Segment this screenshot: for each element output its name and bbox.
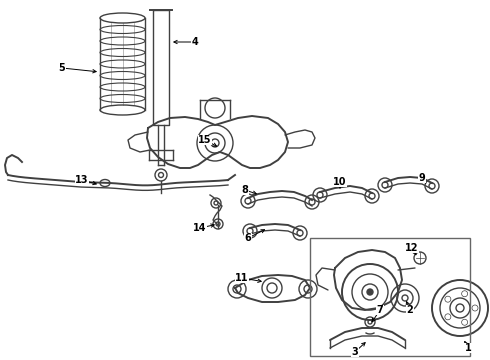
- Text: 12: 12: [405, 243, 419, 253]
- Text: 14: 14: [193, 223, 207, 233]
- Text: 1: 1: [465, 343, 471, 353]
- Text: 7: 7: [377, 305, 383, 315]
- Circle shape: [367, 289, 373, 295]
- Text: 13: 13: [75, 175, 89, 185]
- Text: 3: 3: [352, 347, 358, 357]
- Text: 2: 2: [407, 305, 414, 315]
- Text: 6: 6: [245, 233, 251, 243]
- Text: 9: 9: [418, 173, 425, 183]
- Text: 8: 8: [242, 185, 248, 195]
- Text: 10: 10: [333, 177, 347, 187]
- Bar: [310, 238, 470, 356]
- Text: 11: 11: [235, 273, 249, 283]
- Text: 15: 15: [198, 135, 212, 145]
- Text: 4: 4: [192, 37, 198, 47]
- Text: 5: 5: [59, 63, 65, 73]
